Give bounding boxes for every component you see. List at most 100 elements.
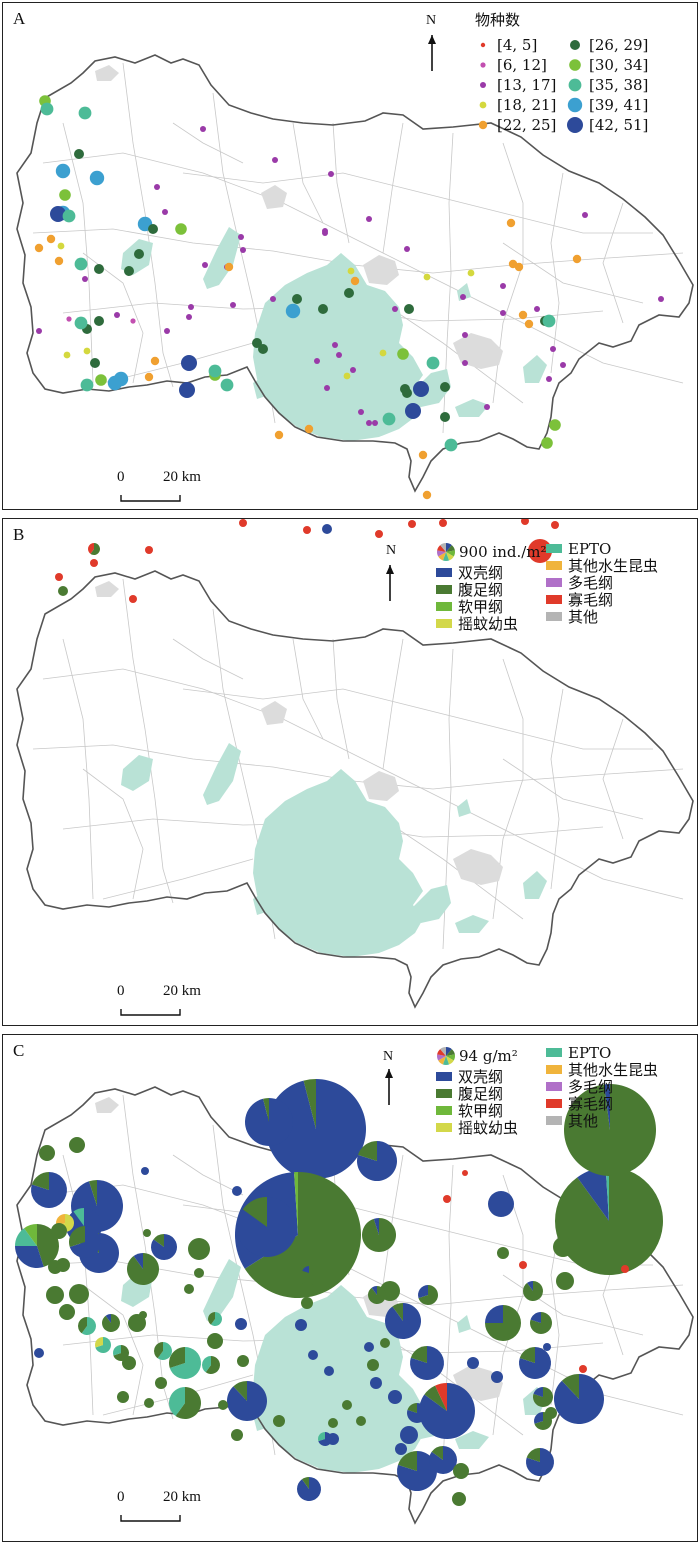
biomass-pie-site [188, 1238, 210, 1260]
pie-slice [375, 530, 383, 538]
species-richness-point [50, 206, 66, 222]
species-richness-point [372, 420, 378, 426]
pie-slice [446, 545, 455, 552]
pie-slice [438, 552, 446, 561]
pie-slice [207, 1333, 223, 1349]
pie-slice [452, 1492, 466, 1506]
north-arrow-label: N [386, 543, 397, 558]
pie-slice [154, 1342, 163, 1359]
pie-slice [58, 586, 68, 596]
lake-small [523, 871, 547, 899]
pie-slice [408, 520, 416, 528]
species-richness-point [175, 223, 187, 235]
biomass-pie-site [235, 1318, 247, 1330]
biomass-pie-site [554, 1374, 605, 1424]
species-richness-point [460, 294, 466, 300]
pie-slice [418, 1285, 439, 1305]
species-richness-point [95, 374, 107, 386]
pie-slice [300, 1282, 314, 1296]
pie-slice [295, 1319, 307, 1331]
density-pie-site [90, 559, 98, 567]
pie-slice [34, 1348, 44, 1358]
legend-swatch [546, 612, 562, 621]
legend-swatch [479, 101, 487, 109]
species-richness-point [150, 356, 160, 366]
pie-slice [153, 1234, 164, 1247]
species-richness-point [541, 437, 553, 449]
legend-class-label: [35, 38] [589, 76, 648, 94]
biomass-pie-site [143, 1229, 151, 1237]
pie-slice [322, 524, 332, 534]
legend-swatch [436, 619, 452, 628]
road-line [172, 638, 244, 680]
biomass-pie-site [69, 1226, 102, 1258]
pie-slice [59, 1304, 75, 1320]
lake-small [455, 399, 489, 417]
density-pie-site [58, 586, 68, 596]
legend-group-label: 寡毛纲 [568, 1095, 613, 1113]
biomass-pie-site [113, 1345, 129, 1361]
species-richness-point [404, 246, 410, 252]
pie-slice [169, 1347, 201, 1379]
scale-zero: 0 [117, 469, 125, 485]
biomass-pie-site [231, 1429, 243, 1441]
pie-slice [244, 1172, 361, 1298]
road-line [62, 122, 94, 384]
legend-swatch [480, 82, 486, 88]
species-richness-point [518, 310, 528, 320]
pie-slice [446, 1056, 454, 1065]
pie-slice [55, 573, 63, 581]
legend-group-label: 软甲纲 [458, 1102, 503, 1120]
density-pie-site [439, 519, 447, 527]
species-richness-point [285, 303, 301, 319]
legend-swatch [568, 78, 582, 92]
biomass-pie-site [380, 1338, 390, 1348]
biomass-pie-site [488, 1191, 514, 1217]
species-richness-point [506, 218, 516, 228]
pie-slice [605, 1167, 609, 1221]
legend-class-label: [30, 34] [589, 56, 648, 74]
pie-slice [145, 546, 153, 554]
scale-bar [120, 1009, 181, 1016]
pie-slice [604, 1084, 610, 1130]
biomass-pie-site [443, 1195, 451, 1203]
pie-slice [218, 1400, 228, 1410]
legend-class-label: [4, 5] [497, 36, 537, 54]
legend-swatch [546, 1082, 562, 1091]
species-richness-point [46, 234, 56, 244]
biomass-pie-site [207, 1333, 223, 1349]
pie-slice [157, 1342, 172, 1360]
biomass-pie-site [297, 1477, 321, 1501]
pie-slice [175, 1387, 201, 1419]
species-richness-point [462, 360, 468, 366]
biomass-pie-site [519, 1347, 551, 1379]
species-richness-point [546, 376, 552, 382]
biomass-pie-site [453, 1463, 469, 1479]
pie-slice [437, 550, 446, 557]
legend-swatch [436, 1123, 452, 1132]
legend-swatch [546, 578, 562, 587]
species-richness-point [208, 364, 222, 378]
road-line [382, 302, 524, 404]
biomass-pie-site [141, 1167, 149, 1175]
pie-slice [446, 1049, 455, 1056]
biomass-pie-site [155, 1377, 167, 1389]
panel-c-biomass-map: 94 g/m² 双壳纲 腹足纲 软甲纲 摇蚊幼虫 EPTO 其他水生昆虫 多毛纲 寡毛纲 其他 C… [2, 1034, 698, 1542]
pie-slice [113, 1345, 121, 1356]
legend-class-label: [26, 29] [589, 36, 648, 54]
pie-slice [301, 1477, 309, 1489]
biomass-pie-site [367, 1359, 379, 1371]
biomass-pie-site [553, 1237, 573, 1257]
legend-reference-value: 900 ind./m² [459, 543, 547, 561]
pie-slice [551, 521, 559, 529]
species-richness-point [130, 318, 136, 324]
urban-area [95, 65, 119, 81]
species-richness-point [144, 372, 154, 382]
pie-slice [439, 519, 447, 527]
pie-slice [15, 1246, 44, 1268]
species-richness-point [658, 296, 664, 302]
legend-reference-pie [437, 543, 456, 561]
legend-class-label: [13, 17] [497, 76, 556, 94]
pie-slice [56, 1214, 65, 1226]
